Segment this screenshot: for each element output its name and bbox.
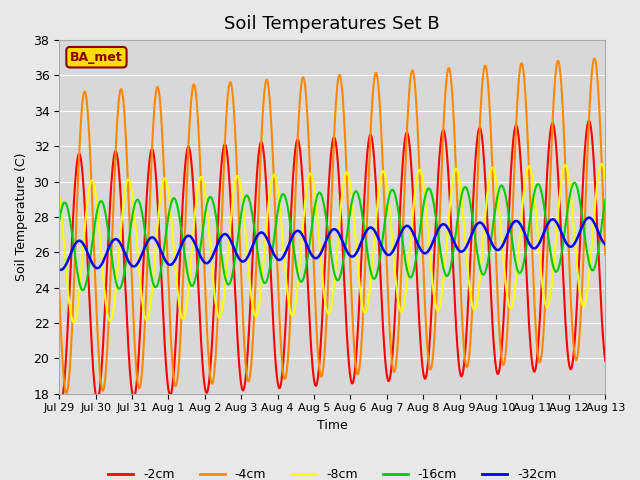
-8cm [177, 312, 185, 318]
-8cm [238, 193, 246, 199]
-8cm [598, 161, 605, 167]
-32cm [55, 266, 63, 272]
-32cm [57, 267, 65, 273]
-4cm [177, 324, 185, 330]
-2cm [537, 299, 545, 304]
-4cm [63, 390, 70, 396]
-8cm [417, 169, 425, 175]
-16cm [238, 206, 246, 212]
-8cm [489, 165, 497, 170]
-16cm [177, 225, 185, 230]
-4cm [238, 296, 246, 302]
-32cm [238, 259, 246, 264]
-32cm [602, 241, 609, 247]
-8cm [164, 184, 172, 190]
-16cm [417, 218, 425, 224]
-2cm [164, 381, 172, 387]
-4cm [591, 56, 598, 61]
-32cm [537, 237, 545, 243]
-32cm [489, 242, 497, 248]
-2cm [585, 118, 593, 123]
-4cm [164, 263, 172, 268]
Line: -2cm: -2cm [59, 120, 605, 402]
-32cm [417, 248, 425, 253]
Line: -8cm: -8cm [59, 164, 605, 323]
-4cm [417, 212, 425, 217]
-8cm [55, 192, 63, 198]
-16cm [537, 186, 545, 192]
Line: -32cm: -32cm [59, 217, 605, 270]
-2cm [238, 386, 246, 392]
-2cm [602, 358, 609, 364]
-32cm [164, 261, 172, 266]
-16cm [571, 180, 579, 186]
-4cm [602, 252, 609, 257]
-2cm [417, 350, 425, 356]
-16cm [602, 197, 609, 203]
Legend: -2cm, -4cm, -8cm, -16cm, -32cm: -2cm, -4cm, -8cm, -16cm, -32cm [103, 464, 561, 480]
-2cm [177, 233, 185, 239]
-32cm [585, 215, 593, 220]
-16cm [489, 226, 497, 232]
Line: -4cm: -4cm [59, 59, 605, 393]
-2cm [55, 394, 63, 399]
Line: -16cm: -16cm [59, 183, 605, 290]
-16cm [55, 218, 63, 224]
-4cm [55, 287, 63, 293]
-4cm [537, 357, 545, 363]
-32cm [177, 243, 185, 249]
Y-axis label: Soil Temperature (C): Soil Temperature (C) [15, 153, 28, 281]
Text: BA_met: BA_met [70, 51, 123, 64]
Title: Soil Temperatures Set B: Soil Temperatures Set B [225, 15, 440, 33]
-4cm [489, 170, 497, 176]
-16cm [79, 288, 86, 293]
-8cm [537, 267, 545, 273]
-8cm [602, 174, 609, 180]
X-axis label: Time: Time [317, 419, 348, 432]
-2cm [57, 399, 65, 405]
-16cm [164, 218, 172, 224]
-2cm [489, 323, 497, 329]
-8cm [70, 320, 77, 325]
